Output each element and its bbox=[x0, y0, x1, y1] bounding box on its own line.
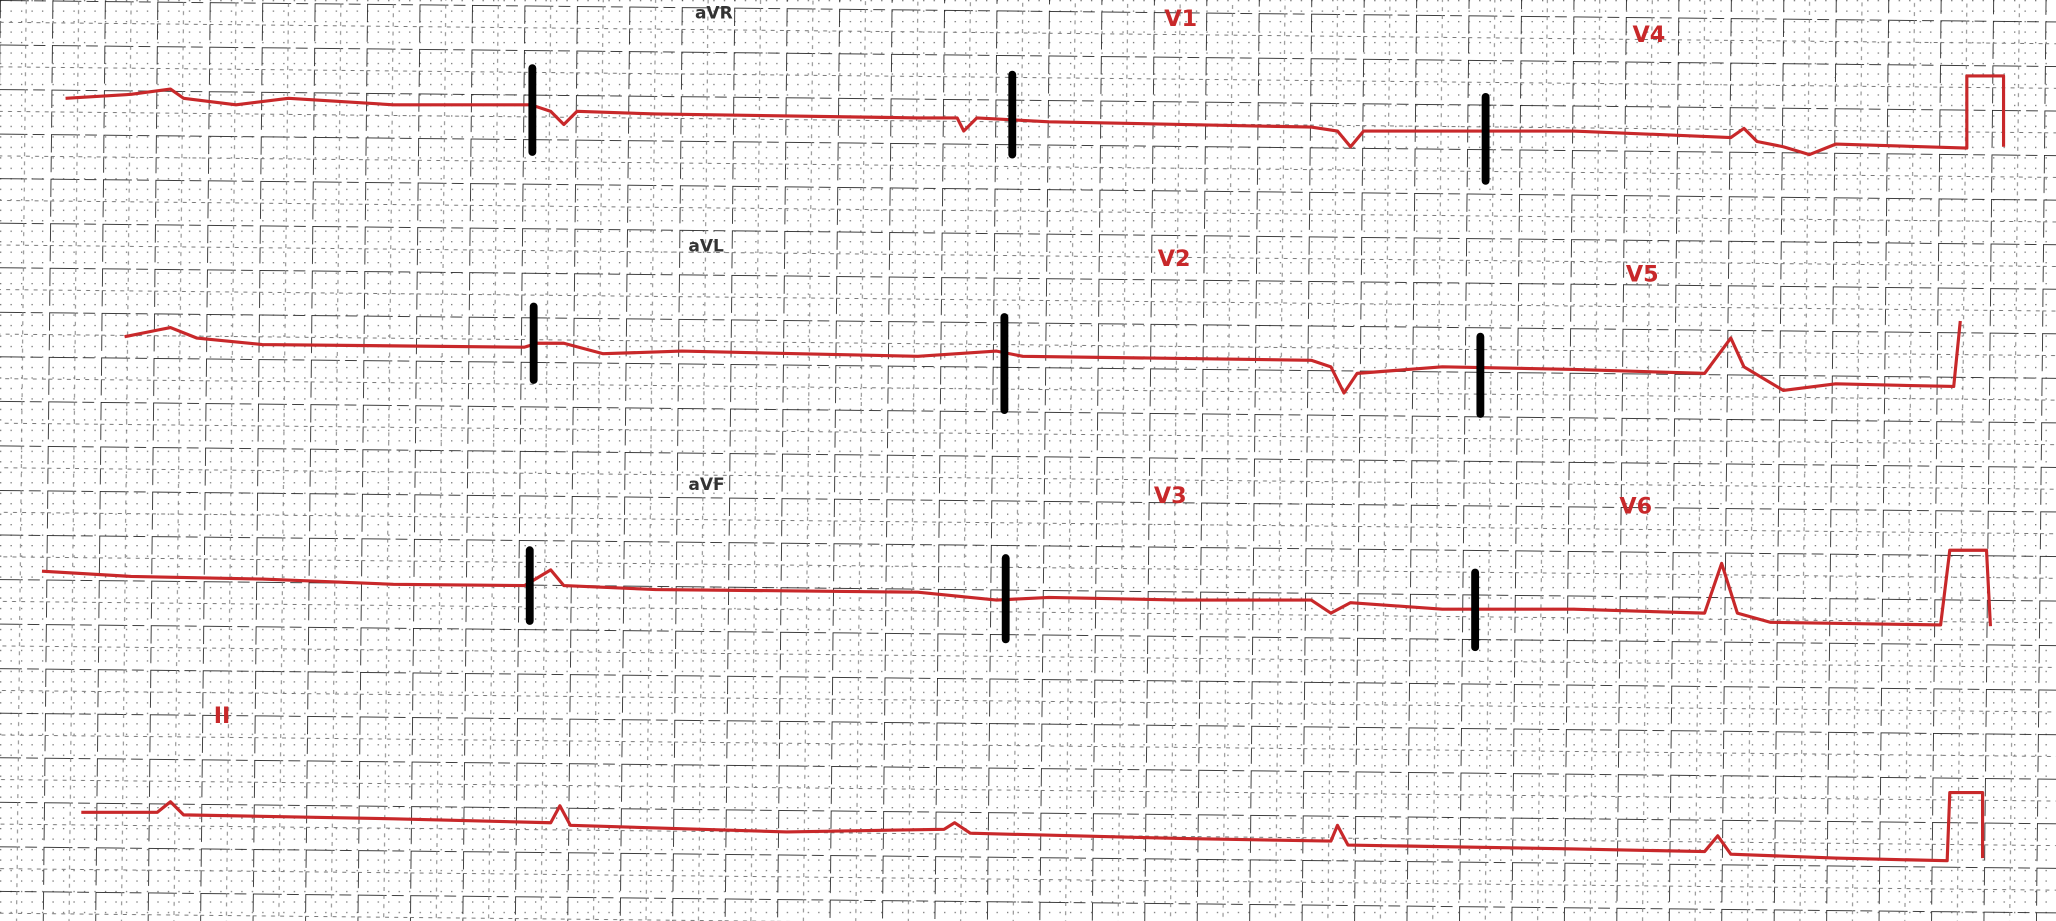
lead-label: V6 bbox=[1619, 494, 1652, 520]
major-grid bbox=[0, 0, 2056, 921]
lead-label: aVL bbox=[688, 237, 724, 257]
lead-label: V3 bbox=[1154, 483, 1187, 509]
lead-label: V2 bbox=[1158, 246, 1191, 272]
lead-label: aVR bbox=[695, 3, 733, 23]
lead-label: V4 bbox=[1632, 22, 1665, 48]
lead-label: II bbox=[214, 703, 231, 729]
lead-label: V5 bbox=[1626, 262, 1659, 288]
lead-label: aVF bbox=[688, 475, 724, 495]
page: aVR V1 V4 aVL V2 V5 aVF V3 V6 II (() => … bbox=[0, 0, 2056, 921]
lead-label: V1 bbox=[1164, 6, 1197, 32]
ecg-strip: aVR V1 V4 aVL V2 V5 aVF V3 V6 II bbox=[0, 0, 2056, 921]
